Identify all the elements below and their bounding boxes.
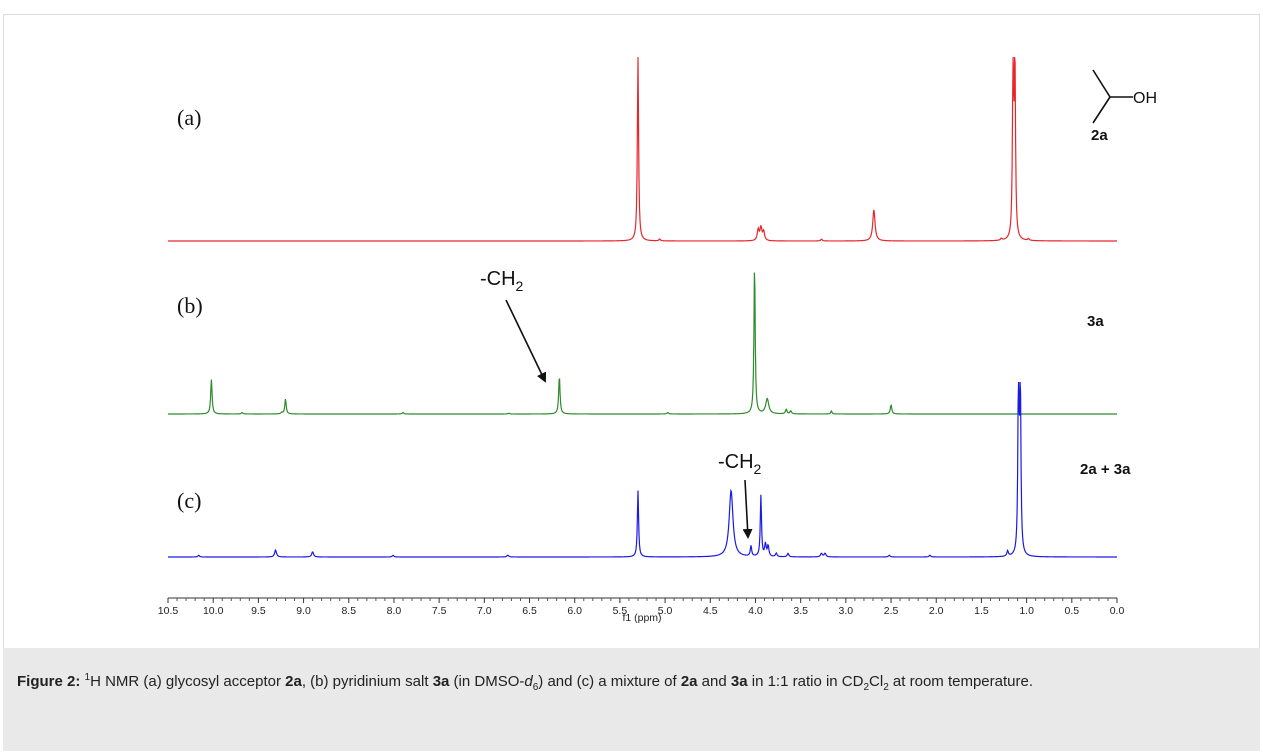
- arrow-b: [505, 299, 547, 383]
- isopropanol-structure: OH: [1092, 69, 1157, 124]
- annotation-b-text: -CH: [480, 268, 516, 290]
- x-tick-label-1: 10.0: [203, 605, 224, 617]
- panel-label-b: (b): [177, 293, 203, 318]
- svg-text:-CH2: -CH2: [480, 268, 524, 294]
- x-axis-ticks: 10.5 10.0 9.5 9.0 8.5 8.0 7.5 7.0 6.5 6.0 5.5 5.0 4.…: [158, 598, 1125, 617]
- compound-label-b: 3a: [1087, 313, 1104, 330]
- x-axis: 10.5 10.0 9.5 9.0 8.5 8.0 7.5 7.0 6.5 6.0 5.5 5.0 4.…: [158, 597, 1125, 624]
- compound-label-a: 2a: [1091, 127, 1108, 144]
- compound-label-c: 2a + 3a: [1080, 461, 1131, 478]
- annotation-ch2-b: -CH2: [480, 268, 547, 383]
- nmr-chart: (a) (b) (c) 2a 3a 2a + 3a OH -CH2 -CH2 1…: [158, 56, 1157, 624]
- x-tick-label-5: 8.0: [387, 605, 402, 617]
- spectrum-line-c: [168, 381, 1117, 558]
- x-tick-label-0: 10.5: [158, 605, 179, 617]
- x-tick-label-12: 4.5: [703, 605, 718, 617]
- caption-b3: 2a: [680, 673, 698, 690]
- annotation-c-text: -CH: [718, 451, 754, 473]
- x-tick-label-7: 7.0: [477, 605, 492, 617]
- x-tick-label-13: 4.0: [748, 605, 763, 617]
- x-tick-label-17: 2.0: [929, 605, 944, 617]
- x-axis-title: f1 (ppm): [622, 612, 661, 624]
- annotation-ch2-c: -CH2: [718, 451, 762, 539]
- caption-t5: and: [697, 673, 731, 690]
- figure-caption: Figure 2: 1H NMR (a) glycosyl acceptor 2…: [3, 648, 1260, 751]
- caption-sub3: 2: [883, 682, 889, 693]
- caption-t7: Cl: [869, 673, 884, 690]
- x-tick-label-2: 9.5: [251, 605, 266, 617]
- arrow-c: [742, 479, 753, 539]
- x-tick-label-21: 0.0: [1110, 605, 1125, 617]
- x-tick-label-16: 2.5: [884, 605, 899, 617]
- caption-t4: ) and (c) a mixture of: [538, 673, 681, 690]
- x-tick-label-14: 3.5: [793, 605, 808, 617]
- x-tick-label-11: 5.0: [658, 605, 673, 617]
- x-tick-label-3: 9.0: [296, 605, 311, 617]
- panel-label-c: (c): [177, 488, 201, 513]
- panel-label-a: (a): [177, 105, 201, 130]
- x-tick-label-4: 8.5: [341, 605, 356, 617]
- caption-sub2: 2: [863, 682, 870, 693]
- caption-b4: 3a: [730, 673, 748, 690]
- svg-text:-CH2: -CH2: [718, 451, 762, 477]
- figure-frame: [3, 14, 1260, 751]
- x-tick-label-20: 0.5: [1065, 605, 1080, 617]
- caption-b2: 3a: [432, 673, 450, 690]
- x-tick-label-9: 6.0: [567, 605, 582, 617]
- annotation-c-sub: 2: [754, 461, 762, 477]
- caption-sub1: 6: [532, 682, 539, 693]
- spectrum-line-a: [168, 56, 1117, 242]
- x-tick-label-8: 6.5: [522, 605, 537, 617]
- caption-t1: H NMR (a) glycosyl acceptor: [90, 673, 286, 690]
- x-tick-label-15: 3.0: [839, 605, 854, 617]
- caption-i1: d: [524, 673, 533, 690]
- hydroxyl-label: OH: [1133, 90, 1157, 107]
- spectrum-line-b: [168, 272, 1117, 415]
- caption-t8: at room temperature.: [888, 673, 1033, 690]
- caption-t3: (in DMSO-: [449, 673, 525, 690]
- x-tick-label-10: 5.5: [613, 605, 628, 617]
- x-tick-label-19: 1.0: [1019, 605, 1034, 617]
- caption-b1: 2a: [285, 673, 302, 690]
- x-tick-label-6: 7.5: [432, 605, 447, 617]
- x-tick-label-18: 1.5: [974, 605, 989, 617]
- caption-t6: in 1:1 ratio in CD: [747, 673, 864, 690]
- caption-t2: , (b) pyridinium salt: [301, 673, 433, 690]
- annotation-b-sub: 2: [516, 278, 524, 294]
- caption-sup1: 1: [84, 672, 91, 683]
- caption-label: Figure 2:: [17, 673, 81, 690]
- spectra-layer: [168, 56, 1117, 558]
